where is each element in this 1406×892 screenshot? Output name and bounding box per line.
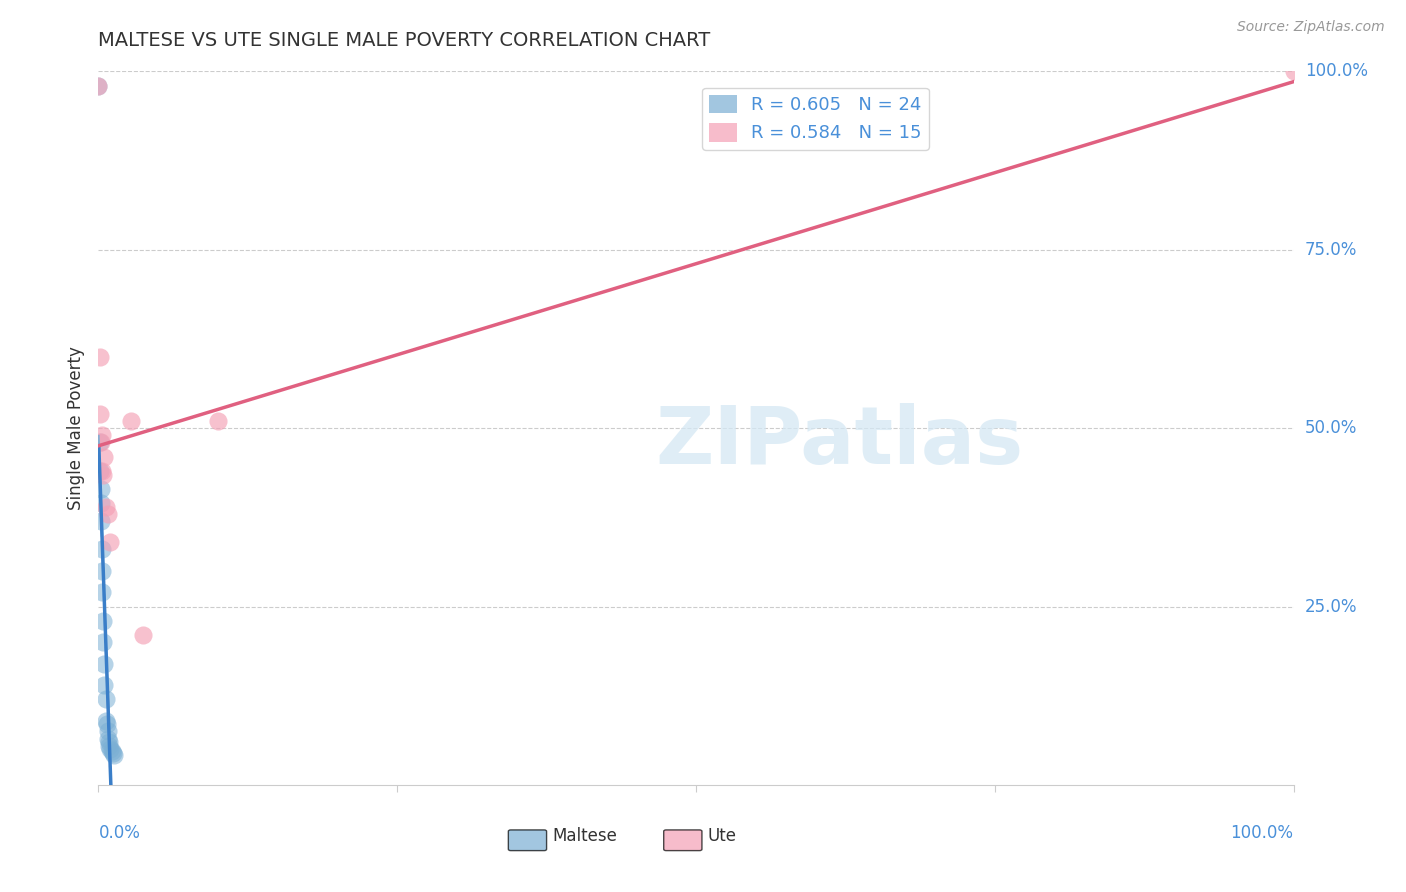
Point [91, 564, 114, 578]
Point [93, 678, 115, 692]
Point [93, 657, 115, 671]
Text: MALTESE VS UTE SINGLE MALE POVERTY CORRELATION CHART: MALTESE VS UTE SINGLE MALE POVERTY CORRE… [98, 31, 710, 50]
Point [91, 614, 114, 628]
Point [120, 414, 142, 428]
Point [101, 746, 124, 760]
Point [94, 714, 117, 728]
Point [91, 428, 114, 442]
Point [100, 744, 122, 758]
Point [90, 482, 112, 496]
Text: 25.0%: 25.0% [1305, 598, 1357, 615]
Point [91, 542, 114, 557]
Point [98, 739, 121, 753]
Point [94, 500, 117, 514]
Point [90, 514, 112, 528]
Point [98, 742, 122, 756]
Point [87, 78, 110, 93]
Point [91, 635, 114, 649]
Point [90, 435, 112, 450]
Point [93, 450, 115, 464]
Point [94, 692, 117, 706]
Point [89, 350, 111, 364]
Point [91, 467, 114, 482]
Point [96, 717, 118, 731]
Text: Source: ZipAtlas.com: Source: ZipAtlas.com [1237, 20, 1385, 34]
Text: ZIPatlas: ZIPatlas [655, 403, 1024, 482]
Point [98, 735, 121, 749]
Text: 100.0%: 100.0% [1230, 824, 1294, 842]
Point [89, 435, 111, 450]
Point [207, 414, 229, 428]
Point [131, 628, 153, 642]
Point [1282, 64, 1305, 78]
Point [97, 731, 120, 746]
Legend: R = 0.605   N = 24, R = 0.584   N = 15: R = 0.605 N = 24, R = 0.584 N = 15 [702, 87, 929, 150]
Text: 50.0%: 50.0% [1305, 419, 1357, 437]
Point [103, 747, 125, 762]
Point [98, 535, 122, 549]
Point [91, 585, 114, 599]
Text: 100.0%: 100.0% [1305, 62, 1368, 80]
Point [90, 496, 112, 510]
FancyBboxPatch shape [509, 830, 547, 851]
Point [87, 78, 110, 93]
Point [89, 407, 111, 421]
Text: Maltese: Maltese [553, 828, 617, 846]
Point [97, 724, 120, 739]
FancyBboxPatch shape [664, 830, 702, 851]
Text: 75.0%: 75.0% [1305, 241, 1357, 259]
Point [91, 464, 114, 478]
Point [89, 464, 111, 478]
Text: Ute: Ute [709, 828, 737, 846]
Text: 0.0%: 0.0% [98, 824, 141, 842]
Point [97, 507, 120, 521]
Y-axis label: Single Male Poverty: Single Male Poverty [66, 346, 84, 510]
